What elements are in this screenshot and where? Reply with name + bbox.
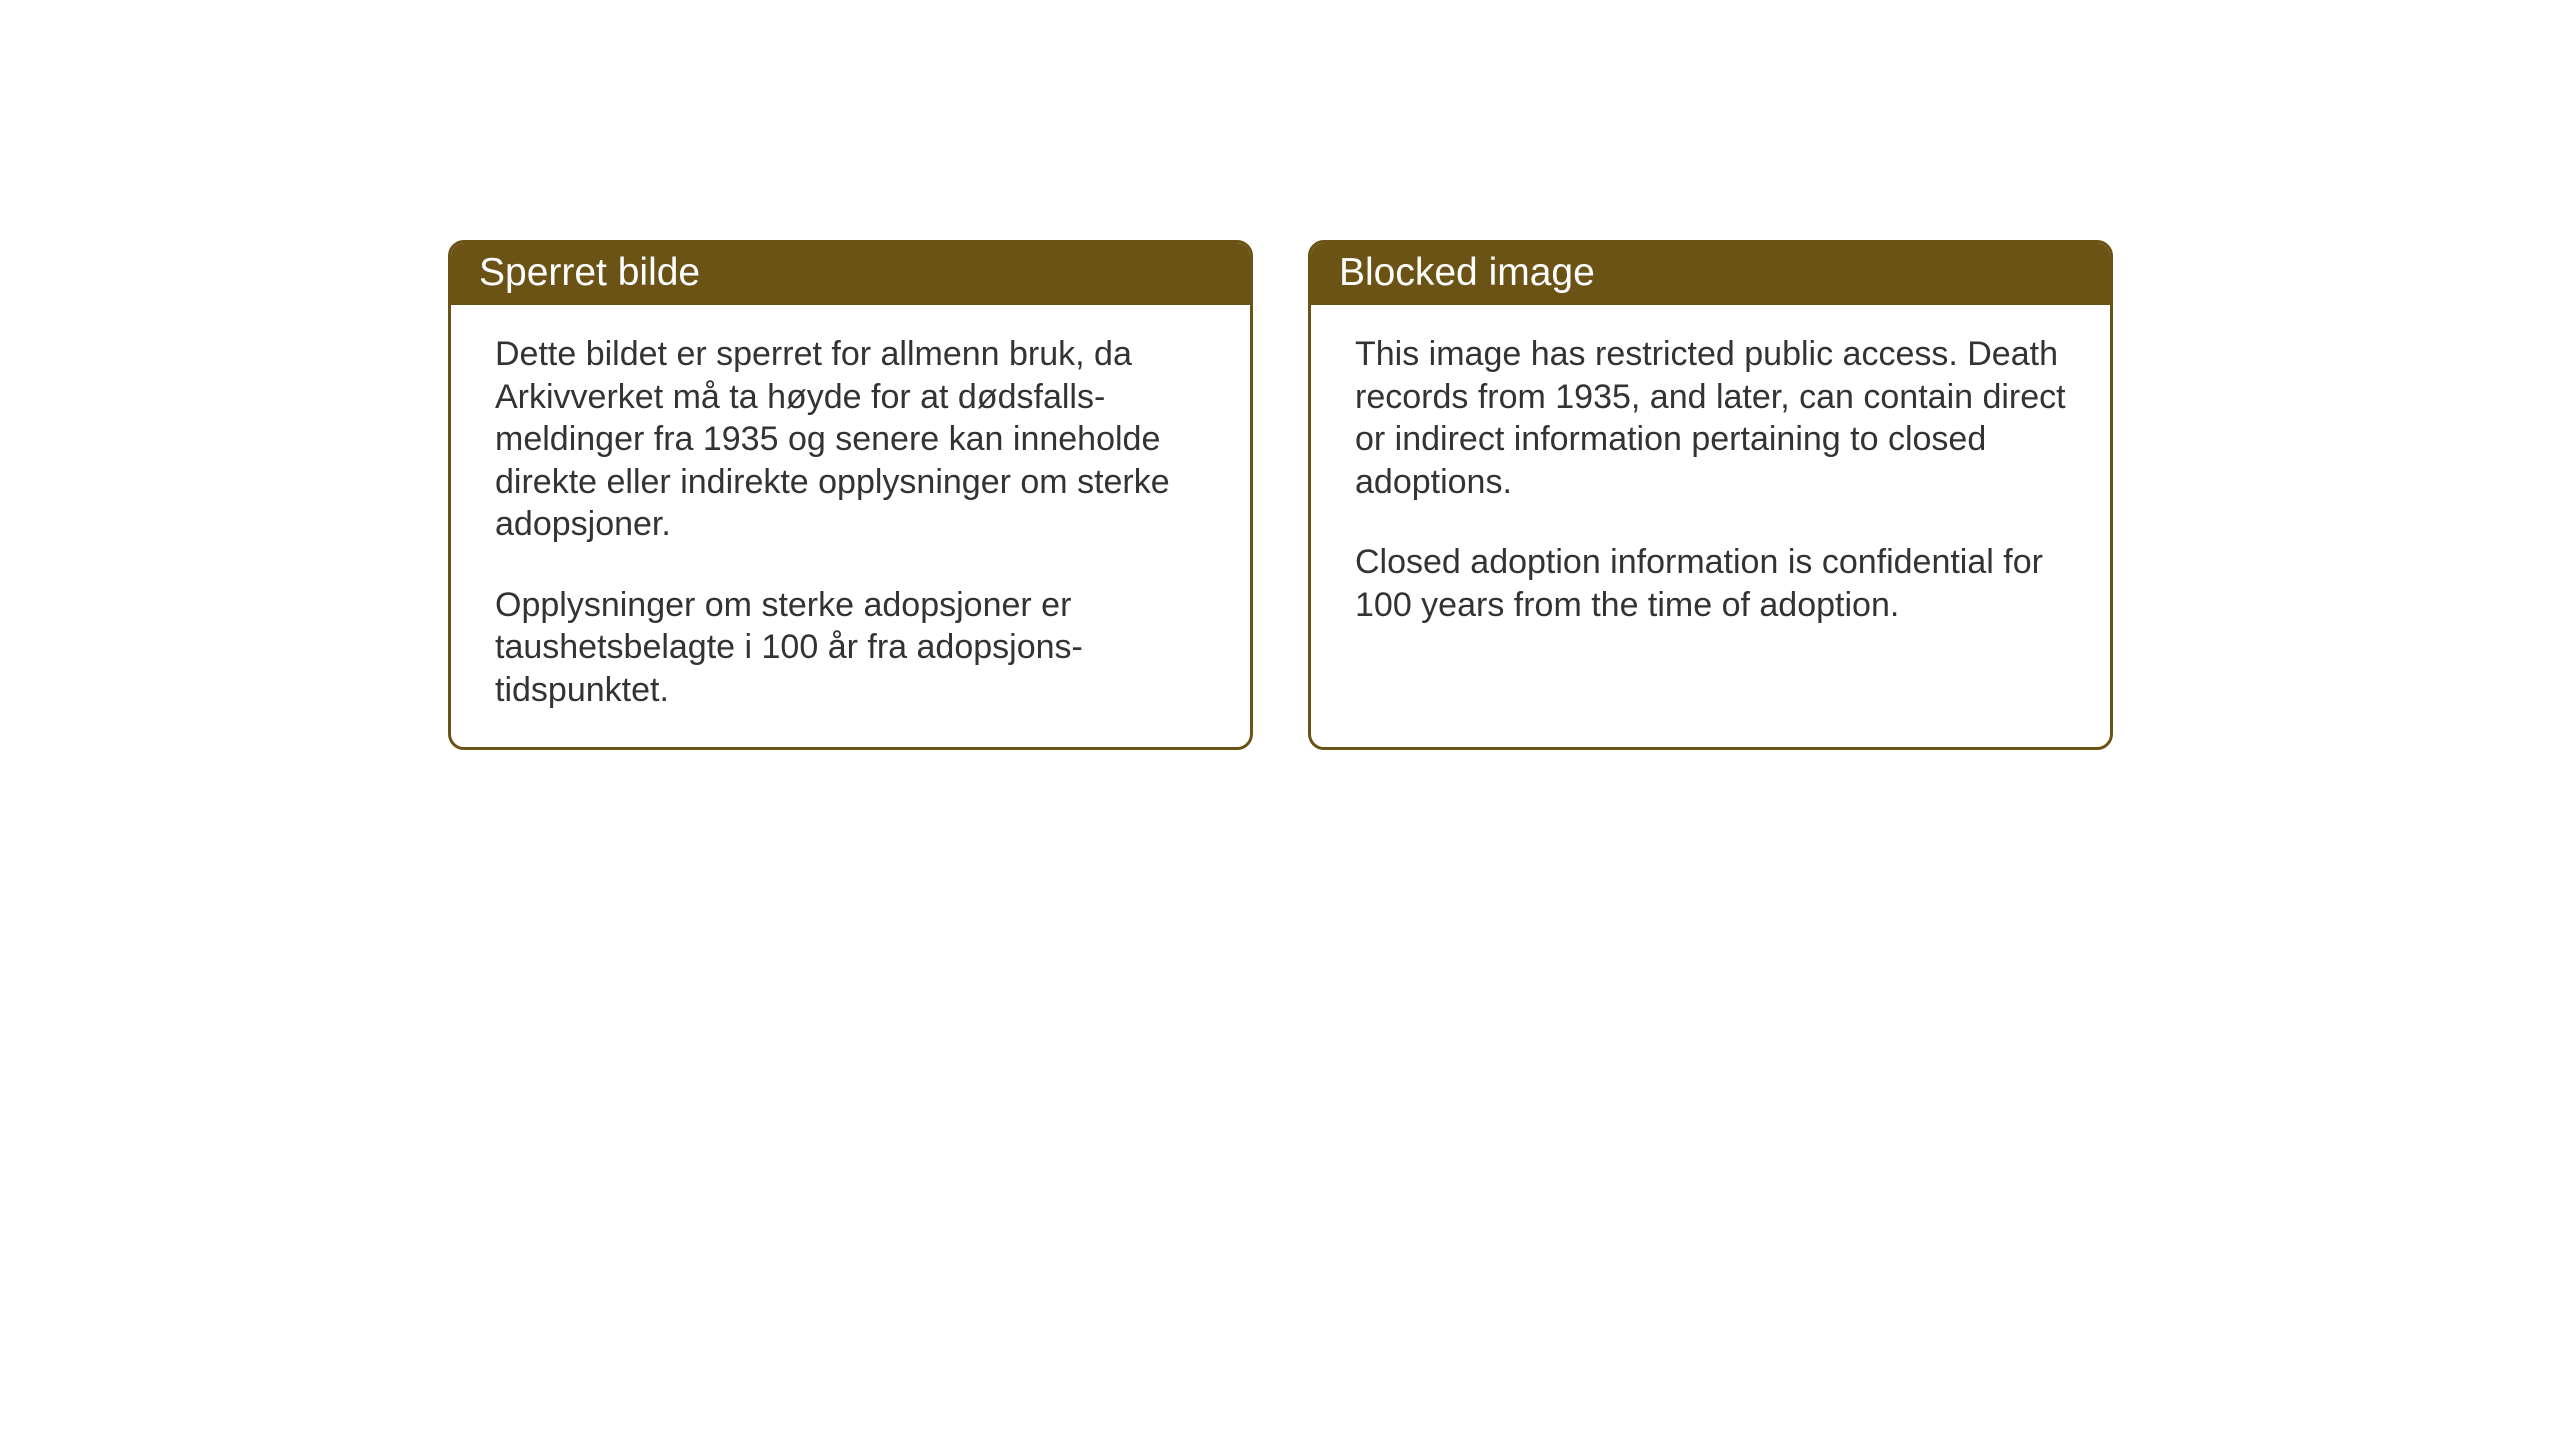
norwegian-paragraph-1: Dette bildet er sperret for allmenn bruk… <box>495 333 1206 546</box>
norwegian-card-title: Sperret bilde <box>451 243 1250 305</box>
norwegian-card-body: Dette bildet er sperret for allmenn bruk… <box>451 305 1250 747</box>
english-paragraph-2: Closed adoption information is confident… <box>1355 541 2066 626</box>
notice-container: Sperret bilde Dette bildet er sperret fo… <box>448 240 2113 750</box>
english-card-body: This image has restricted public access.… <box>1311 305 2110 662</box>
norwegian-notice-card: Sperret bilde Dette bildet er sperret fo… <box>448 240 1253 750</box>
english-notice-card: Blocked image This image has restricted … <box>1308 240 2113 750</box>
english-paragraph-1: This image has restricted public access.… <box>1355 333 2066 503</box>
norwegian-paragraph-2: Opplysninger om sterke adopsjoner er tau… <box>495 584 1206 712</box>
english-card-title: Blocked image <box>1311 243 2110 305</box>
